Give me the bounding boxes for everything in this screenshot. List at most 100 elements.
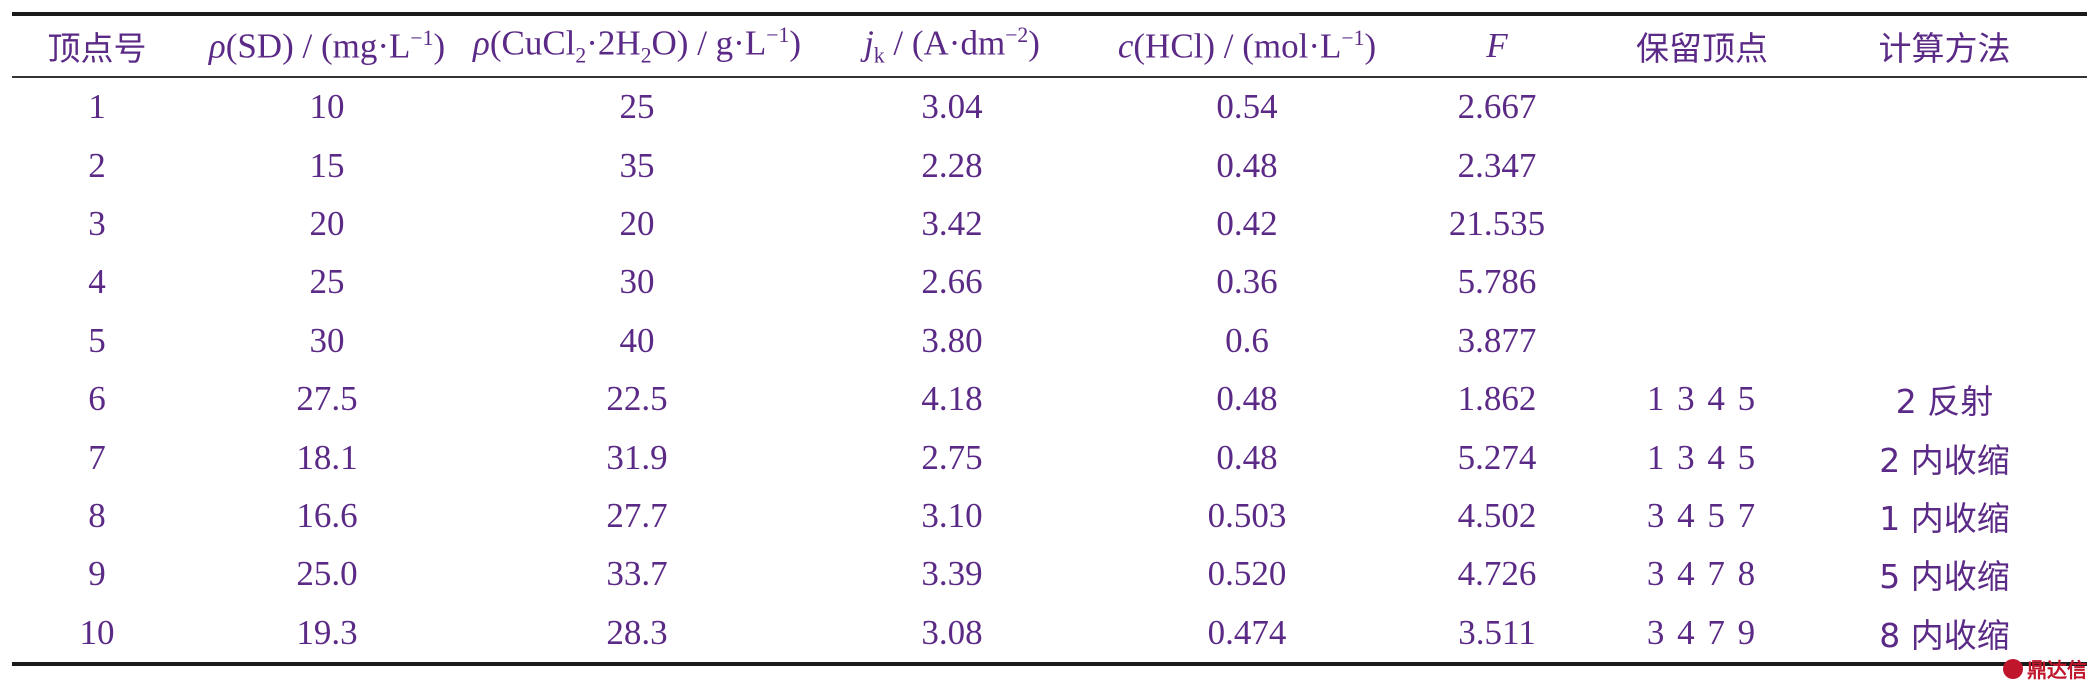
cell-current-density: 3.10 xyxy=(921,495,983,535)
header-current-density: jk / (A·dm−2) xyxy=(864,23,1040,68)
header-retained-vertices: 保留顶点 xyxy=(1636,29,1768,68)
cell-sd-concentration: 30 xyxy=(309,320,345,360)
header-sd-concentration: ρ(SD) / (mg·L−1) xyxy=(208,25,446,66)
cell-sd-concentration: 18.1 xyxy=(296,437,358,477)
data-table-container: 顶点号 ρ(SD) / (mg·L−1) ρ(CuCl2·2H2O) / g·L… xyxy=(12,12,2087,666)
cell-current-density: 2.75 xyxy=(921,437,983,477)
cell-f-value: 4.726 xyxy=(1457,554,1537,594)
cell-retained-vertices: 3 4 7 9 xyxy=(1646,612,1758,652)
table-row: 6 27.5 22.5 4.18 0.48 1.862 1 3 4 5 2 反射 xyxy=(12,370,2087,428)
cell-vertex-no: 8 xyxy=(88,495,106,535)
cell-cucl2-concentration: 22.5 xyxy=(606,379,668,419)
cell-vertex-no: 6 xyxy=(88,379,106,419)
cell-f-value: 2.347 xyxy=(1457,145,1537,185)
cell-sd-concentration: 20 xyxy=(309,203,345,243)
cell-cucl2-concentration: 30 xyxy=(619,262,655,302)
cell-vertex-no: 3 xyxy=(88,203,106,243)
cell-cucl2-concentration: 31.9 xyxy=(606,437,668,477)
cell-sd-concentration: 16.6 xyxy=(296,495,358,535)
cell-vertex-no: 1 xyxy=(88,87,106,127)
cell-sd-concentration: 25 xyxy=(309,262,345,302)
cell-hcl-concentration: 0.36 xyxy=(1216,262,1278,302)
cell-vertex-no: 7 xyxy=(88,437,106,477)
cell-f-value: 1.862 xyxy=(1457,379,1537,419)
cell-cucl2-concentration: 28.3 xyxy=(606,612,668,652)
cell-retained-vertices xyxy=(1602,195,1802,253)
cell-hcl-concentration: 0.474 xyxy=(1207,612,1287,652)
cell-calc-method xyxy=(1802,77,2087,136)
cell-f-value: 4.502 xyxy=(1457,495,1537,535)
table-row: 1 10 25 3.04 0.54 2.667 xyxy=(12,77,2087,136)
cell-sd-concentration: 15 xyxy=(309,145,345,185)
cell-retained-vertices xyxy=(1602,77,1802,136)
cell-current-density: 3.08 xyxy=(921,612,983,652)
cell-hcl-concentration: 0.48 xyxy=(1216,437,1278,477)
cell-f-value: 3.511 xyxy=(1458,612,1536,652)
table-row: 8 16.6 27.7 3.10 0.503 4.502 3 4 5 7 1 内收缩 xyxy=(12,487,2087,545)
header-hcl-concentration: c(HCl) / (mol·L−1) xyxy=(1117,25,1377,66)
cell-vertex-no: 4 xyxy=(88,262,106,302)
cell-current-density: 3.39 xyxy=(921,554,983,594)
cell-cucl2-concentration: 25 xyxy=(619,87,655,127)
cell-calc-method: 1 内收缩 xyxy=(1879,498,2010,538)
cell-sd-concentration: 19.3 xyxy=(296,612,358,652)
cell-hcl-concentration: 0.54 xyxy=(1216,87,1278,127)
simplex-vertex-table: 顶点号 ρ(SD) / (mg·L−1) ρ(CuCl2·2H2O) / g·L… xyxy=(12,12,2087,666)
cell-retained-vertices xyxy=(1602,136,1802,194)
table-row: 9 25.0 33.7 3.39 0.520 4.726 3 4 7 8 5 内收缩 xyxy=(12,545,2087,603)
header-f-value: F xyxy=(1486,26,1508,65)
cell-current-density: 3.04 xyxy=(921,87,983,127)
cell-calc-method xyxy=(1802,195,2087,253)
cell-calc-method xyxy=(1802,253,2087,311)
table-row: 5 30 40 3.80 0.6 3.877 xyxy=(12,312,2087,370)
publisher-logo-icon xyxy=(2003,658,2023,679)
watermark-text: 鼎达信 xyxy=(2027,658,2087,682)
cell-vertex-no: 5 xyxy=(88,320,106,360)
cell-current-density: 3.80 xyxy=(921,320,983,360)
cell-retained-vertices: 1 3 4 5 xyxy=(1646,437,1758,477)
cell-retained-vertices: 1 3 4 5 xyxy=(1646,379,1758,419)
cell-calc-method: 2 反射 xyxy=(1895,382,1994,422)
cell-sd-concentration: 10 xyxy=(309,87,345,127)
header-calc-method: 计算方法 xyxy=(1878,29,2011,68)
cell-current-density: 2.66 xyxy=(921,262,983,302)
cell-retained-vertices xyxy=(1602,312,1802,370)
cell-sd-concentration: 27.5 xyxy=(296,379,358,419)
cell-cucl2-concentration: 35 xyxy=(619,145,655,185)
rho-symbol: ρ xyxy=(208,26,226,66)
table-header-row: 顶点号 ρ(SD) / (mg·L−1) ρ(CuCl2·2H2O) / g·L… xyxy=(12,14,2087,77)
cell-cucl2-concentration: 33.7 xyxy=(606,554,668,594)
table-row: 2 15 35 2.28 0.48 2.347 xyxy=(12,136,2087,194)
cell-retained-vertices: 3 4 7 8 xyxy=(1646,554,1758,594)
publisher-watermark: 鼎达信 xyxy=(2003,654,2087,683)
cell-calc-method xyxy=(1802,312,2087,370)
cell-current-density: 2.28 xyxy=(921,145,983,185)
cell-f-value: 3.877 xyxy=(1457,320,1537,360)
header-cucl2-concentration: ρ(CuCl2·2H2O) / g·L−1) xyxy=(473,23,801,68)
table-row: 4 25 30 2.66 0.36 5.786 xyxy=(12,253,2087,311)
cell-cucl2-concentration: 20 xyxy=(619,203,655,243)
header-vertex-no: 顶点号 xyxy=(47,29,147,68)
table-row: 3 20 20 3.42 0.42 21.535 xyxy=(12,195,2087,253)
cell-hcl-concentration: 0.42 xyxy=(1216,203,1278,243)
cell-calc-method: 8 内收缩 xyxy=(1879,615,2010,655)
cell-calc-method xyxy=(1802,136,2087,194)
cell-hcl-concentration: 0.520 xyxy=(1207,554,1287,594)
cell-vertex-no: 10 xyxy=(79,612,115,652)
cell-retained-vertices xyxy=(1602,253,1802,311)
cell-current-density: 4.18 xyxy=(921,379,983,419)
cell-hcl-concentration: 0.48 xyxy=(1216,145,1278,185)
cell-cucl2-concentration: 40 xyxy=(619,320,655,360)
cell-vertex-no: 2 xyxy=(88,145,106,185)
cell-retained-vertices: 3 4 5 7 xyxy=(1646,495,1758,535)
cell-f-value: 5.274 xyxy=(1457,437,1537,477)
cell-f-value: 2.667 xyxy=(1457,87,1537,127)
cell-calc-method: 2 内收缩 xyxy=(1879,440,2010,480)
cell-calc-method: 5 内收缩 xyxy=(1879,557,2010,597)
cell-hcl-concentration: 0.48 xyxy=(1216,379,1278,419)
cell-vertex-no: 9 xyxy=(88,554,106,594)
cell-f-value: 5.786 xyxy=(1457,262,1537,302)
cell-hcl-concentration: 0.503 xyxy=(1207,495,1287,535)
cell-cucl2-concentration: 27.7 xyxy=(606,495,668,535)
cell-f-value: 21.535 xyxy=(1448,203,1546,243)
